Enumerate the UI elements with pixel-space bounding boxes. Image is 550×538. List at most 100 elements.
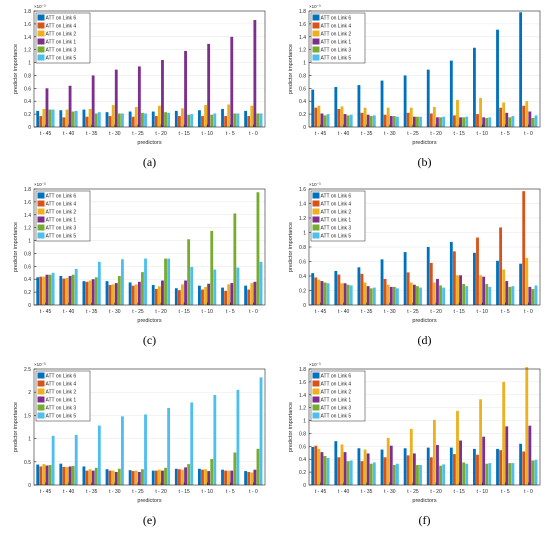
legend-label: ATT on Link 2 [321, 390, 352, 396]
legend-swatch [37, 224, 45, 231]
bar [340, 106, 344, 127]
legend-label: ATT on Link 6 [321, 16, 352, 22]
legend-label: ATT on Link 5 [46, 414, 77, 420]
bar [429, 457, 433, 485]
bar [210, 114, 214, 127]
bar [68, 466, 72, 485]
bar [386, 284, 390, 305]
legend: ATT on Link 6 ATT on Link 4 ATT on Link 2 A… [35, 370, 91, 422]
y-tick-label: 0.6 [299, 86, 306, 92]
y-tick-label: 0.6 [24, 264, 31, 270]
bar [534, 115, 538, 127]
y-tick-label: 0.4 [299, 99, 306, 105]
bar [144, 113, 147, 127]
y-tick-label: 0.6 [299, 260, 306, 266]
bar [244, 110, 248, 127]
bar [323, 456, 327, 485]
bar [111, 470, 115, 485]
bar [511, 116, 515, 127]
bar [174, 288, 178, 305]
bar [45, 88, 49, 127]
bar [485, 463, 489, 485]
x-tick-label: t - 25 [407, 131, 419, 137]
bar [522, 451, 526, 485]
bar [42, 276, 46, 305]
panel-caption-f: (f) [418, 513, 431, 527]
bar [459, 117, 462, 127]
legend-label: ATT on Link 3 [321, 48, 352, 54]
bar [479, 399, 482, 485]
bar [91, 75, 95, 127]
y-tick-label: 0.6 [299, 444, 306, 450]
x-tick-label: t - 25 [407, 489, 419, 495]
x-axis-label: predictors [412, 318, 436, 324]
bar [485, 117, 489, 127]
x-axis-label: predictors [137, 498, 161, 504]
bar [233, 452, 237, 485]
bar [224, 470, 228, 485]
bar [85, 281, 89, 305]
bar [230, 470, 234, 485]
x-tick-label: t - 15 [453, 131, 465, 137]
bar [74, 268, 78, 305]
legend-label: ATT on Link 6 [46, 194, 77, 200]
bar [201, 289, 204, 305]
bar [207, 43, 211, 128]
bar [201, 116, 204, 127]
x-tick-label: t - 30 [384, 309, 396, 315]
x-tick-label: t - 10 [202, 131, 214, 137]
bar [531, 460, 535, 485]
bar [426, 69, 430, 127]
bar [502, 381, 506, 485]
bar [59, 110, 63, 127]
bar [114, 283, 118, 305]
bar [108, 285, 112, 305]
bar [439, 117, 442, 127]
bar [221, 108, 224, 127]
bar [436, 445, 439, 485]
bar [65, 277, 69, 305]
bar [525, 367, 529, 485]
bar [97, 425, 101, 485]
bar [363, 449, 367, 485]
bar [502, 102, 506, 127]
legend-swatch [312, 38, 320, 45]
y-tick-label: 1 [28, 61, 31, 67]
bar [452, 454, 456, 485]
x-tick-label: t - 30 [109, 309, 121, 315]
x-tick-label: t - 20 [155, 309, 167, 315]
bar [250, 472, 254, 485]
bar [51, 435, 55, 485]
bar [244, 285, 248, 305]
bar [496, 448, 499, 485]
chart-panel-e: 0 0.5 1 1.5 2 2.5 t - 45 t - 40 t - 35 t - 30 t - … [13, 362, 266, 504]
y-exponent-label: ×10⁻³ [34, 362, 46, 367]
bar [105, 281, 109, 305]
bar [111, 105, 115, 127]
bar [190, 114, 194, 127]
x-tick-label: t - 40 [338, 489, 350, 495]
bar [71, 111, 75, 127]
bar [499, 450, 503, 485]
bar [151, 285, 155, 305]
bar [224, 116, 228, 127]
y-axis-label: predictor importance [288, 222, 294, 272]
bar [337, 457, 341, 485]
legend-label: ATT on Link 2 [46, 390, 77, 396]
bar [505, 426, 509, 485]
bar [88, 108, 92, 127]
bar [117, 468, 121, 485]
legend-swatch [312, 208, 320, 215]
bar [141, 112, 144, 127]
legend-swatch [37, 380, 45, 387]
bar [45, 274, 49, 305]
x-tick-label: t - 20 [430, 131, 442, 137]
bar [256, 448, 260, 485]
x-tick-label: t - 10 [202, 309, 214, 315]
bar [131, 471, 135, 485]
bar [403, 448, 407, 485]
bar [314, 107, 318, 127]
bar [479, 98, 482, 127]
legend-label: ATT on Link 1 [46, 218, 77, 224]
